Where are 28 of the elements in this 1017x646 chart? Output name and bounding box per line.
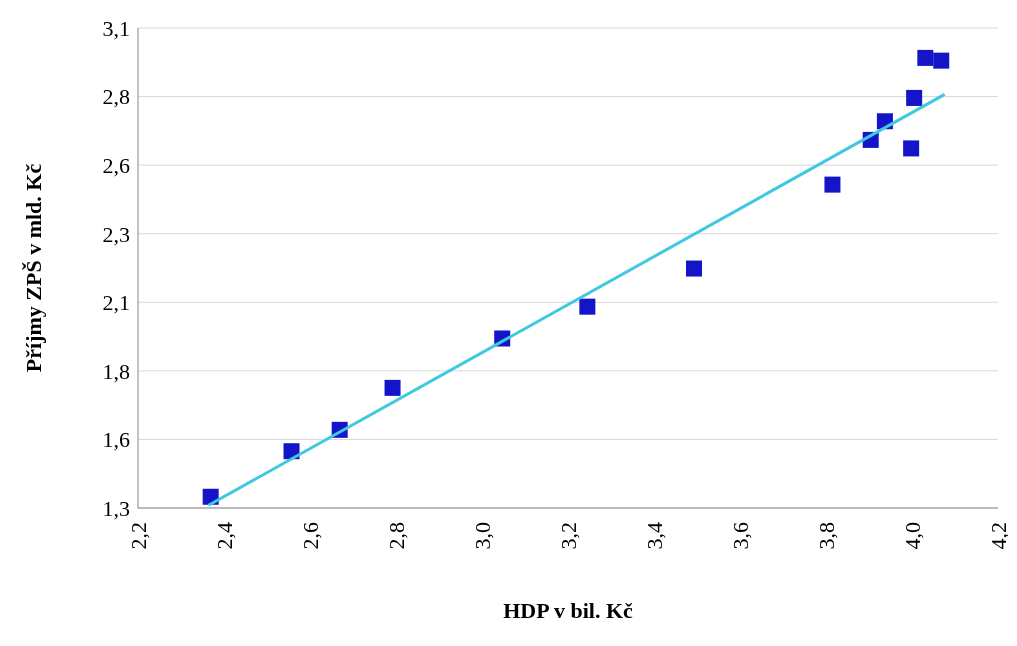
y-tick-label: 3,1: [102, 15, 130, 41]
y-tick-label: 2,1: [102, 290, 130, 316]
x-tick-label: 3,2: [555, 522, 581, 550]
point: [579, 298, 596, 315]
point: [906, 89, 923, 106]
x-tick-label: 2,6: [297, 522, 323, 550]
x-tick-label: 3,0: [469, 522, 495, 550]
x-tick-label: 4,0: [899, 522, 925, 550]
x-tick-label: 2,2: [125, 522, 151, 550]
y-tick-label: 2,8: [102, 84, 130, 110]
y-axis-title: Příjmy ZPŠ v mld. Kč: [20, 163, 46, 373]
point: [903, 140, 920, 157]
point: [824, 176, 841, 193]
point: [384, 379, 401, 396]
x-tick-label: 2,4: [211, 522, 237, 550]
point: [685, 260, 702, 277]
y-tick-label: 1,8: [102, 358, 130, 384]
point: [917, 49, 934, 66]
x-tick-label: 3,4: [641, 522, 667, 550]
x-tick-label: 2,8: [383, 522, 409, 550]
y-tick-label: 2,6: [102, 152, 130, 178]
x-axis-title: HDP v bil. Kč: [503, 598, 634, 623]
point: [933, 52, 950, 69]
y-tick-label: 1,6: [102, 427, 130, 453]
x-tick-label: 3,6: [727, 522, 753, 550]
y-tick-label: 2,3: [102, 221, 130, 247]
y-tick-label: 1,3: [102, 495, 130, 521]
x-tick-label: 3,8: [813, 522, 839, 550]
